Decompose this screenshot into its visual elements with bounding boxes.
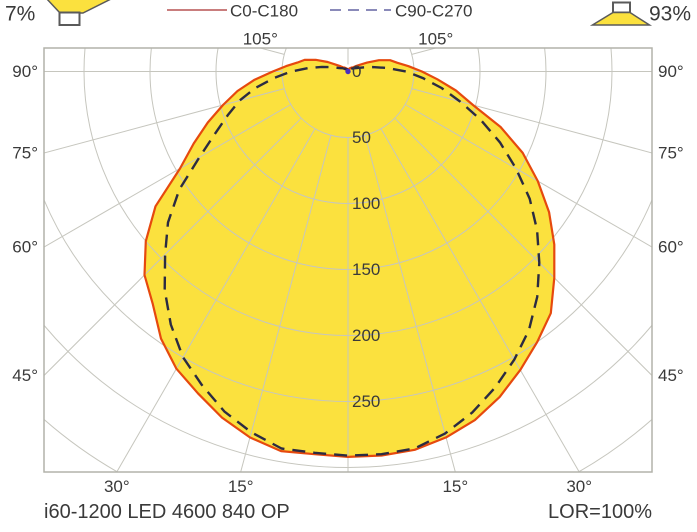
- radial-tick-label: 200: [352, 326, 380, 345]
- radial-tick-label: 150: [352, 260, 380, 279]
- radial-tick-label: 0: [352, 62, 361, 81]
- center-dot: [345, 68, 351, 75]
- angle-label-left: 45°: [12, 366, 38, 385]
- distribution-fill: [144, 59, 555, 457]
- uplight-housing-shape: [58, 11, 81, 26]
- downlight-housing-shape: [612, 1, 631, 14]
- legend-label-c0-c180: C0-C180: [230, 2, 298, 21]
- grid-ray: [44, 104, 292, 248]
- grid-ray: [116, 128, 316, 472]
- c90-c270-curve: [163, 65, 541, 457]
- c0-c180-curve: [143, 58, 556, 458]
- radial-tick-label: 50: [352, 128, 371, 147]
- angle-label-right: 60°: [658, 238, 684, 257]
- angle-label-right: 45°: [658, 366, 684, 385]
- legend-label-c90-c270: C90-C270: [395, 2, 473, 21]
- radial-tick-label: 100: [352, 194, 380, 213]
- downlight-luminaire-icon: [589, 1, 653, 26]
- uplight-luminaire-icon: [46, 0, 111, 26]
- grid-ray: [44, 117, 302, 377]
- angle-label-left: 90°: [12, 62, 38, 81]
- grid-ray: [240, 135, 332, 472]
- radial-tick-label: 250: [352, 392, 380, 411]
- grid-ray: [364, 135, 456, 472]
- angle-label-left: 60°: [12, 238, 38, 257]
- angle-label-bottom: 15°: [442, 477, 468, 496]
- uplight-beam-shape: [46, 0, 111, 14]
- downlight-beam-shape: [589, 11, 653, 26]
- angle-label-bottom: 30°: [104, 477, 130, 496]
- legend: C0-C180 C90-C270: [167, 2, 473, 21]
- angle-label-top: 105°: [418, 30, 453, 49]
- lor-value: LOR=100%: [548, 501, 652, 523]
- angle-label-right: 90°: [658, 62, 684, 81]
- plot-border: [43, 47, 653, 473]
- uplight-percent: 7%: [5, 3, 35, 26]
- angle-label-bottom: 15°: [228, 477, 254, 496]
- angle-label-top: 105°: [243, 30, 278, 49]
- angle-label-left: 75°: [12, 144, 38, 163]
- angle-label-bottom: 30°: [566, 477, 592, 496]
- grid-ray: [404, 104, 652, 248]
- angle-label-right: 75°: [658, 144, 684, 163]
- luminaire-title: i60-1200 LED 4600 840 OP: [44, 501, 290, 523]
- downlight-percent: 93%: [649, 3, 691, 26]
- grid-ray: [44, 88, 285, 154]
- grid-ray: [380, 128, 580, 472]
- grid-ray: [411, 88, 652, 154]
